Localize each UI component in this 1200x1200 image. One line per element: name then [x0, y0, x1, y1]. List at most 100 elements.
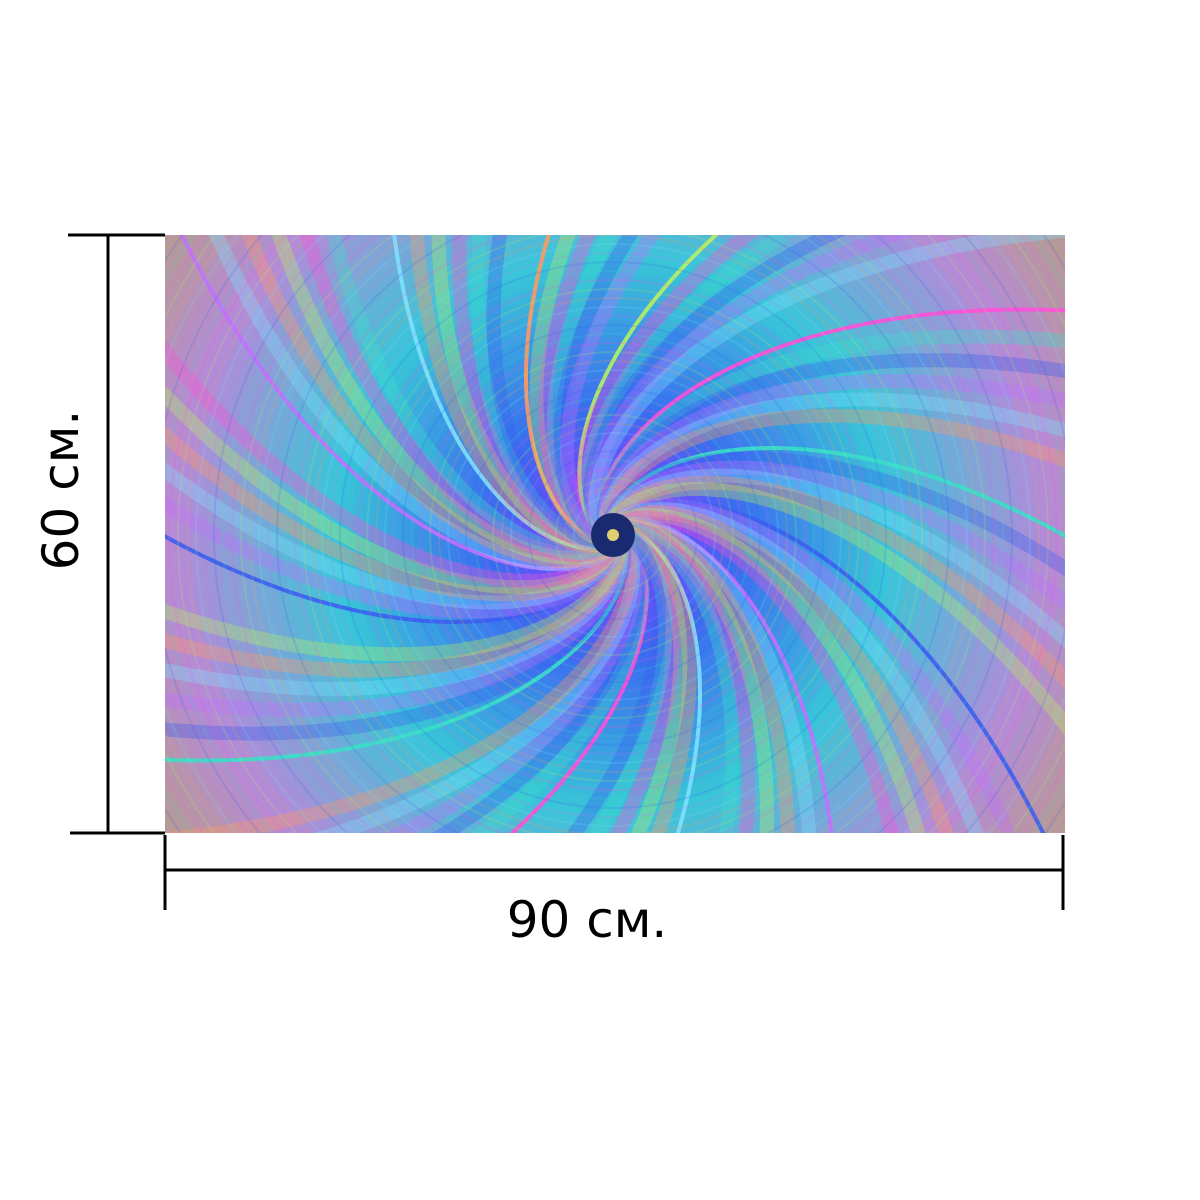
spiral-arm [609, 502, 984, 833]
ripple [231, 235, 995, 833]
ripple [555, 477, 671, 593]
ripple [249, 235, 977, 833]
ripple [186, 235, 1040, 833]
ripple [474, 396, 752, 674]
spiral-arm [529, 235, 606, 547]
spiral-arm [580, 235, 798, 539]
spiral-arm [588, 526, 673, 833]
spiral-arm [165, 461, 624, 610]
ripple [285, 235, 941, 833]
spiral-arm [560, 235, 662, 543]
spiral-arm [604, 475, 1065, 690]
ripple [537, 459, 689, 611]
ripple [303, 235, 923, 833]
spiral-arm [598, 392, 1065, 529]
spiral-arm [601, 451, 1065, 577]
spiral-arm [583, 235, 847, 538]
spiral-arm [620, 523, 697, 833]
ripple [501, 423, 725, 647]
ripple [492, 414, 734, 656]
spiral-arm [509, 533, 649, 833]
spiral-arm [594, 329, 1065, 532]
spiral-arm [165, 542, 627, 662]
spiral-arm [179, 235, 615, 571]
ripple [168, 235, 1058, 833]
ripple [510, 432, 716, 638]
spiral-arm [599, 408, 1065, 528]
ripple [240, 235, 986, 833]
spiral-arm [165, 339, 621, 588]
spiral-arm [470, 235, 607, 550]
spiral-arm [620, 521, 740, 833]
spiral-arm [165, 539, 628, 763]
spiral-arm [598, 307, 1065, 531]
ripple [456, 378, 770, 692]
ripple [564, 486, 662, 584]
spiral-arm [576, 235, 759, 540]
ripple [312, 235, 914, 833]
spiral-arm [470, 530, 650, 833]
spiral-arm [603, 468, 1065, 649]
ripple [276, 235, 950, 833]
spiral-arm [299, 235, 615, 563]
spiral-arm [165, 541, 628, 678]
ripple [213, 235, 1013, 833]
spiral-arm [523, 235, 605, 542]
spiral-arm [610, 505, 954, 833]
spiral-arm [621, 528, 703, 833]
ripple [393, 315, 833, 755]
spiral-arm [208, 235, 618, 572]
spiral-arm [241, 235, 617, 568]
ripple [258, 235, 968, 833]
spiral-arm [538, 235, 606, 546]
ripple [294, 235, 932, 833]
spiral-arm [617, 520, 834, 833]
spiral-arm [597, 374, 1065, 530]
spiral-arm [486, 235, 606, 549]
ripple [339, 261, 887, 809]
width-label: 90 см. [507, 891, 668, 949]
spiral-arm [165, 538, 632, 741]
ripple [366, 288, 860, 782]
ripple [528, 450, 698, 620]
spiral-arm [610, 525, 680, 833]
spiral-arm [165, 496, 625, 619]
ripple [321, 243, 905, 827]
ripple [177, 235, 1049, 833]
spiral-arm [616, 516, 817, 833]
spiral-arm [602, 460, 1065, 612]
spiral-arm [566, 527, 666, 833]
ripple [411, 333, 815, 737]
ripple [573, 495, 653, 575]
spiral-arm [165, 425, 623, 602]
spiral-arm [165, 535, 638, 833]
spiral-arm [553, 235, 639, 544]
spiral-arm [409, 235, 610, 554]
spiral-arm [617, 517, 795, 833]
ripple [465, 387, 761, 683]
ripple [375, 297, 851, 773]
ripple [195, 235, 1031, 833]
spiral-arm [165, 385, 622, 595]
spiral-arm [452, 235, 608, 551]
ripple [348, 270, 878, 800]
spiral-arm [588, 235, 1065, 535]
spiral-arm [165, 540, 629, 696]
spiral-arm [432, 531, 646, 833]
spiral-arm [620, 524, 688, 833]
spiral-arm [577, 235, 719, 537]
ripple [546, 468, 680, 602]
ripple [402, 324, 824, 746]
ripple [429, 351, 797, 719]
spiral-arm [606, 445, 1065, 539]
ripple [267, 235, 959, 833]
spiral-arm [608, 498, 1017, 833]
height-label: 60 см. [32, 410, 90, 571]
ripple [447, 369, 779, 701]
spiral-arm [618, 519, 774, 833]
spiral-arm [595, 353, 1065, 531]
